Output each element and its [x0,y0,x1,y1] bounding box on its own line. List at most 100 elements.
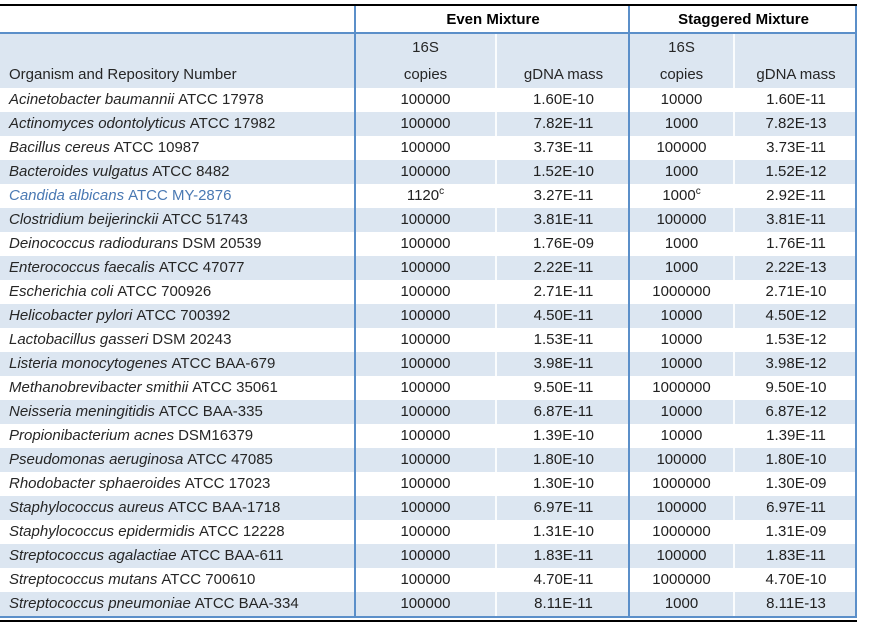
even-copies-cell: 100000 [356,424,497,448]
even-copies-cell: 100000 [356,400,497,424]
even-copies-value: 100000 [400,283,451,300]
stag-copies-cell: 1000 [630,160,735,184]
organism-cell: Pseudomonas aeruginosa ATCC 47085 [0,448,356,472]
even-gdna-cell: 1.76E-09 [533,235,594,252]
repository-number: ATCC BAA-1718 [168,499,281,516]
stag-copies-cell: 10000 [630,424,735,448]
organism-name: Enterococcus faecalis [9,259,155,276]
even-copies-value: 100000 [400,115,451,132]
even-gdna-cell: 1.80E-10 [533,451,594,468]
even-16s-label: 16S [356,34,497,61]
even-copies-header: copies [356,61,497,88]
organism-cell: Neisseria meningitidis ATCC BAA-335 [0,400,356,424]
even-gdna-cell: 2.71E-11 [533,283,594,300]
even-copies-cell: 100000 [356,304,497,328]
stag-copies-value: 10000 [660,91,703,108]
repository-number: DSM 20539 [182,235,262,252]
stag-copies-value: 1000 [664,235,699,252]
repository-number: ATCC 17982 [189,115,276,132]
even-copies-cell: 100000 [356,136,497,160]
even-copies-value: 100000 [400,235,451,252]
repository-number: ATCC 47077 [158,259,245,276]
organism-name: Streptococcus mutans [9,571,158,588]
stag-copies-cell: 1000c [630,184,735,208]
table-row: Deinococcus radiodurans DSM 20539 100000 … [0,232,857,256]
organism-cell: Propionibacterium acnes DSM16379 [0,424,356,448]
table-row: Rhodobacter sphaeroides ATCC 17023 100000… [0,472,857,496]
table-body: Acinetobacter baumannii ATCC 17978 100000… [0,88,857,616]
repository-number: ATCC BAA-335 [158,403,263,420]
organism-cell: Listeria monocytogenes ATCC BAA-679 [0,352,356,376]
stag-copies-value: 1000000 [652,379,711,396]
table-right-border [855,6,857,616]
stag-copies-value: 1000 [664,115,699,132]
even-copies-value: 100000 [400,139,451,156]
table-row: Escherichia coli ATCC 700926 100000 2.71E… [0,280,857,304]
repository-number: ATCC 51743 [162,211,248,228]
table-row: Pseudomonas aeruginosa ATCC 47085 100000 … [0,448,857,472]
stag-gdna-header: gDNA mass [756,66,836,83]
stag-gdna-cell: 1.39E-11 [766,427,826,444]
stag-gdna-cell: 4.50E-12 [765,307,827,324]
stag-copies-cell: 100000 [630,544,735,568]
even-gdna-cell: 1.83E-11 [533,547,594,564]
organism-cell: Acinetobacter baumannii ATCC 17978 [0,88,356,112]
even-gdna-cell: 1.53E-11 [533,331,594,348]
stag-copies-value: 1000000 [652,283,711,300]
band-spacer [735,34,857,61]
staggered-mixture-header: Staggered Mixture [678,10,809,28]
repository-number: DSM16379 [178,427,254,444]
stag-gdna-cell: 1.80E-10 [765,451,827,468]
organism-cell: Actinomyces odontolyticus ATCC 17982 [0,112,356,136]
table-row: Propionibacterium acnes DSM16379 100000 1… [0,424,857,448]
repository-number: ATCC 12228 [198,523,285,540]
repository-number: ATCC 10987 [113,139,200,156]
stag-copies-value: 1000 [662,187,696,204]
group-header-row: Even Mixture Staggered Mixture [0,6,857,32]
table-row: Enterococcus faecalis ATCC 47077 100000 2… [0,256,857,280]
even-gdna-cell: 1.39E-10 [533,427,594,444]
even-copies-cell: 100000 [356,352,497,376]
stag-copies-cell: 1000000 [630,280,735,304]
even-gdna-cell: 1.31E-10 [533,523,594,540]
stag-gdna-cell: 1.76E-11 [766,235,826,252]
stag-gdna-cell: 1.52E-12 [765,163,827,180]
table-row: Neisseria meningitidis ATCC BAA-335 10000… [0,400,857,424]
organism-name: Candida albicans [9,187,125,204]
even-copies-cell: 100000 [356,328,497,352]
stag-copies-value: 100000 [656,211,707,228]
table-row: Methanobrevibacter smithii ATCC 35061 100… [0,376,857,400]
organism-cell: Candida albicans ATCC MY-2876 [0,184,356,208]
stag-copies-cell: 1000000 [630,568,735,592]
stag-gdna-cell: 1.53E-12 [765,331,827,348]
even-copies-value: 100000 [400,379,451,396]
organism-cell: Staphylococcus aureus ATCC BAA-1718 [0,496,356,520]
organism-cell: Streptococcus mutans ATCC 700610 [0,568,356,592]
stag-copies-cell: 10000 [630,304,735,328]
organism-name: Listeria monocytogenes [9,355,168,372]
repository-number: ATCC 47085 [187,451,273,468]
organism-name: Rhodobacter sphaeroides [9,475,181,492]
even-copies-value: 100000 [400,499,451,516]
footnote-marker: c [695,186,701,197]
organism-name: Helicobacter pylori [9,307,133,324]
even-gdna-cell: 8.11E-11 [534,595,593,612]
stag-copies-value: 10000 [660,331,703,348]
even-copies-cell: 100000 [356,376,497,400]
organism-cell: Deinococcus radiodurans DSM 20539 [0,232,356,256]
table-row: Streptococcus mutans ATCC 700610 100000 4… [0,568,857,592]
repository-number: ATCC 35061 [192,379,278,396]
organism-name: Staphylococcus epidermidis [9,523,195,540]
even-copies-value: 100000 [400,355,451,372]
footnote-marker: c [439,186,445,197]
stag-gdna-cell: 1.30E-09 [765,475,827,492]
stag-copies-value: 1000000 [652,571,711,588]
even-copies-value: 100000 [400,475,451,492]
table-row: Staphylococcus epidermidis ATCC 12228 100… [0,520,857,544]
even-gdna-cell: 1.60E-10 [533,91,594,108]
organism-cell: Helicobacter pylori ATCC 700392 [0,304,356,328]
even-copies-value: 100000 [400,403,451,420]
organism-column-header: Organism and Repository Number [9,66,237,83]
stag-copies-cell: 10000 [630,352,735,376]
